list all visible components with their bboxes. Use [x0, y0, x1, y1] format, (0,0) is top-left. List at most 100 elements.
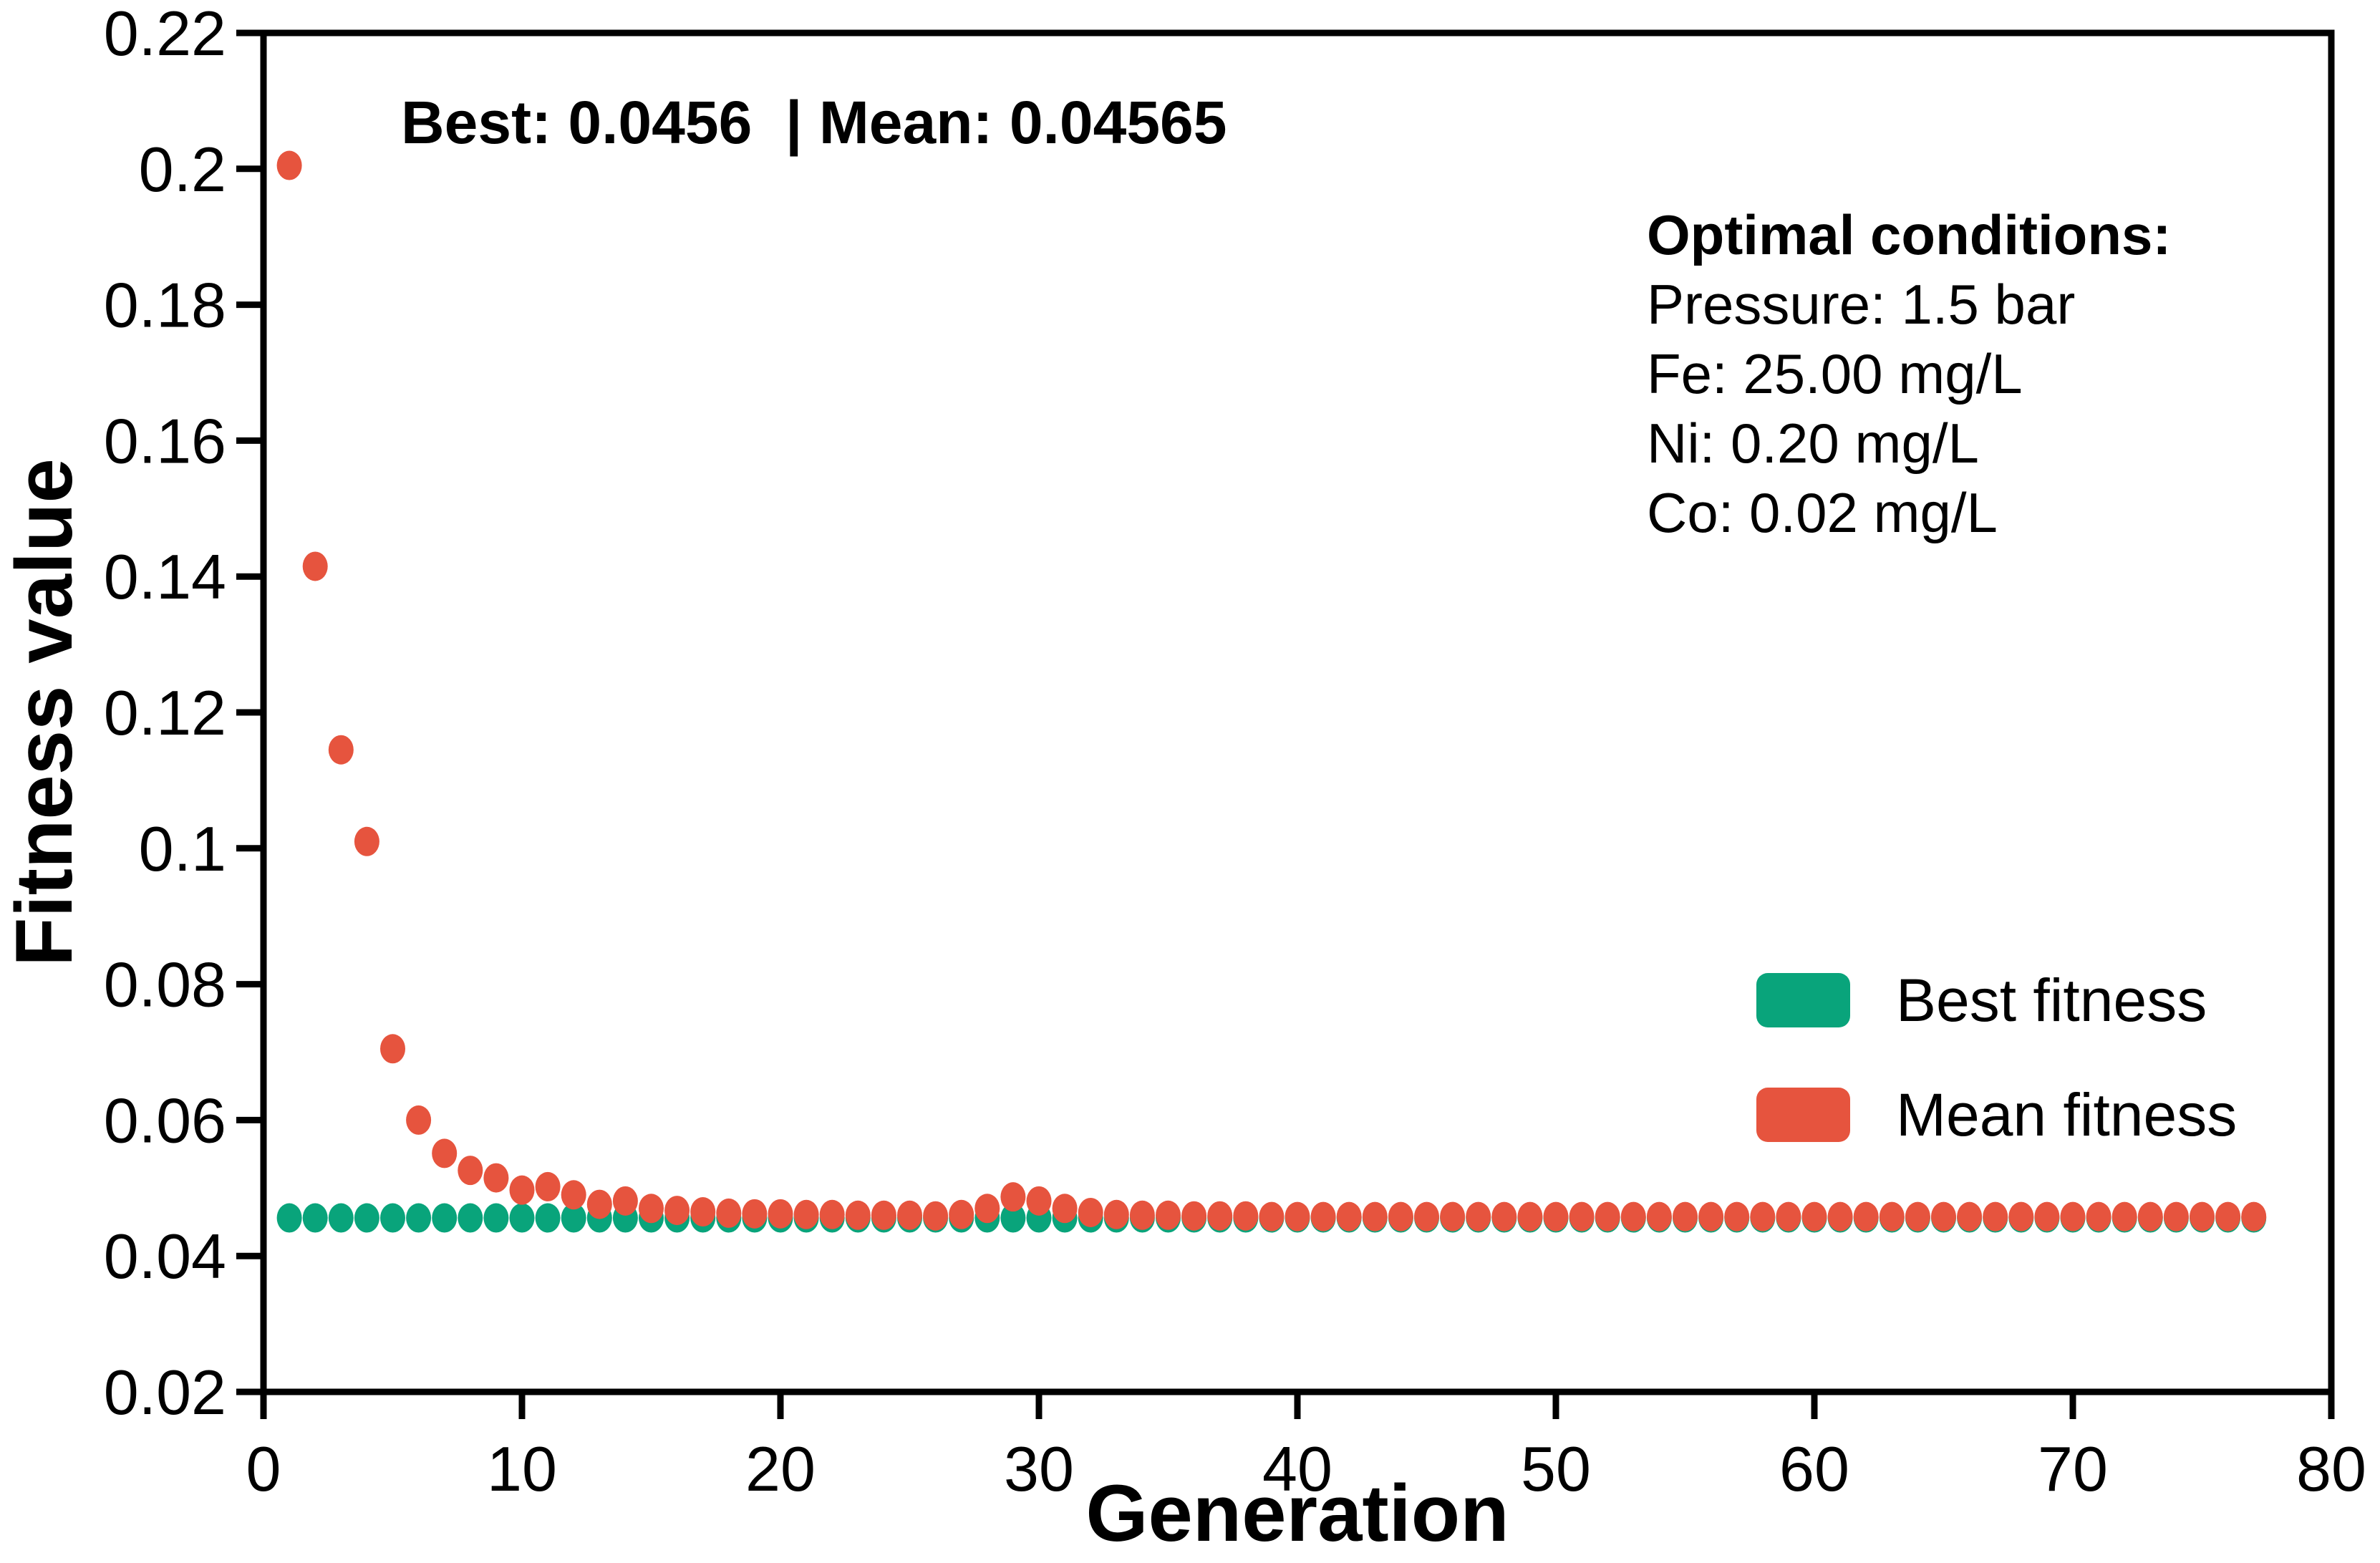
y-tick-label: 0.2 — [139, 134, 226, 205]
data-point-mean-fitness — [1052, 1194, 1078, 1224]
data-point-mean-fitness — [1466, 1201, 1491, 1231]
data-point-mean-fitness — [1078, 1197, 1103, 1227]
data-point-best-fitness — [406, 1203, 432, 1233]
data-point-mean-fitness — [793, 1199, 819, 1229]
data-point-mean-fitness — [2190, 1201, 2215, 1231]
data-point-mean-fitness — [406, 1105, 432, 1135]
x-tick-label: 50 — [1521, 1433, 1591, 1504]
data-point-mean-fitness — [1931, 1201, 1956, 1231]
data-point-mean-fitness — [1595, 1201, 1620, 1231]
data-point-mean-fitness — [1440, 1201, 1466, 1231]
y-tick-label: 0.16 — [104, 405, 226, 476]
data-point-mean-fitness — [1026, 1186, 1052, 1216]
data-point-best-fitness — [509, 1203, 535, 1233]
y-tick-label: 0.14 — [104, 541, 226, 612]
data-point-mean-fitness — [768, 1199, 793, 1229]
data-point-mean-fitness — [1336, 1201, 1362, 1231]
data-point-mean-fitness — [2086, 1201, 2111, 1231]
x-tick-label: 40 — [1262, 1433, 1332, 1504]
data-point-best-fitness — [535, 1203, 561, 1233]
data-point-mean-fitness — [664, 1196, 690, 1226]
data-point-mean-fitness — [2163, 1201, 2189, 1231]
data-point-best-fitness — [302, 1203, 328, 1233]
data-point-mean-fitness — [586, 1189, 612, 1219]
data-point-mean-fitness — [1129, 1200, 1155, 1230]
optimal-conditions-box: Optimal conditions: Pressure: 1.5 bar Fe… — [1647, 203, 2171, 544]
data-point-best-fitness — [458, 1203, 483, 1233]
y-tick-label: 0.02 — [104, 1357, 226, 1428]
data-point-best-fitness — [328, 1203, 354, 1233]
series-mean-fitness — [276, 150, 2267, 1231]
data-point-mean-fitness — [2137, 1201, 2163, 1231]
data-point-mean-fitness — [897, 1200, 922, 1230]
data-point-mean-fitness — [690, 1197, 716, 1227]
y-tick-label: 0.08 — [104, 949, 226, 1020]
optimal-conditions-ni: Ni: 0.20 mg/L — [1647, 412, 1979, 475]
optimal-conditions-co: Co: 0.02 mg/L — [1647, 481, 1998, 544]
y-tick-label: 0.22 — [104, 0, 226, 69]
data-point-mean-fitness — [1853, 1201, 1879, 1231]
data-point-mean-fitness — [2034, 1201, 2060, 1231]
data-point-best-fitness — [561, 1203, 586, 1233]
data-point-mean-fitness — [2241, 1201, 2267, 1231]
data-point-mean-fitness — [2060, 1201, 2086, 1231]
data-point-mean-fitness — [1414, 1201, 1439, 1231]
data-point-mean-fitness — [302, 551, 328, 581]
data-point-mean-fitness — [1103, 1199, 1129, 1229]
data-point-best-fitness — [1000, 1203, 1026, 1233]
y-tick-label: 0.04 — [104, 1221, 226, 1292]
optimal-conditions-fe: Fe: 25.00 mg/L — [1647, 342, 2023, 405]
data-point-mean-fitness — [1905, 1201, 1930, 1231]
data-point-mean-fitness — [561, 1180, 586, 1210]
data-point-mean-fitness — [1698, 1201, 1724, 1231]
data-point-mean-fitness — [1724, 1201, 1750, 1231]
data-point-mean-fitness — [1181, 1201, 1207, 1231]
data-point-mean-fitness — [1673, 1201, 1698, 1231]
data-point-mean-fitness — [354, 826, 379, 856]
data-point-mean-fitness — [432, 1138, 458, 1168]
data-point-mean-fitness — [458, 1156, 483, 1186]
data-point-mean-fitness — [1750, 1201, 1776, 1231]
legend-label-best: Best fitness — [1896, 967, 2207, 1034]
data-point-mean-fitness — [1310, 1201, 1336, 1231]
data-point-mean-fitness — [1543, 1201, 1569, 1231]
series — [276, 150, 2267, 1233]
data-point-mean-fitness — [845, 1200, 871, 1230]
data-point-mean-fitness — [1646, 1201, 1672, 1231]
data-point-mean-fitness — [1207, 1201, 1233, 1231]
legend-swatch-mean — [1756, 1088, 1850, 1142]
optimal-conditions-pressure: Pressure: 1.5 bar — [1647, 273, 2075, 336]
y-tick-label: 0.06 — [104, 1085, 226, 1156]
data-point-best-fitness — [276, 1203, 302, 1233]
y-tick-label: 0.12 — [104, 677, 226, 748]
data-point-mean-fitness — [742, 1199, 768, 1229]
data-point-mean-fitness — [1517, 1201, 1543, 1231]
data-point-mean-fitness — [380, 1034, 405, 1064]
data-point-mean-fitness — [483, 1163, 509, 1193]
data-point-mean-fitness — [871, 1200, 896, 1230]
data-point-mean-fitness — [819, 1199, 845, 1229]
y-tick-label: 0.18 — [104, 270, 226, 341]
data-point-mean-fitness — [1801, 1201, 1827, 1231]
data-point-mean-fitness — [1957, 1201, 1983, 1231]
best-mean-annotation: Best: 0.0456 | Mean: 0.04565 — [401, 89, 1227, 157]
data-point-mean-fitness — [1620, 1201, 1646, 1231]
x-tick-label: 20 — [745, 1433, 816, 1504]
data-point-mean-fitness — [1569, 1201, 1595, 1231]
data-point-mean-fitness — [535, 1171, 561, 1201]
x-axis-title: Generation — [1085, 1468, 1509, 1558]
legend: Best fitness Mean fitness — [1756, 967, 2237, 1148]
data-point-mean-fitness — [1776, 1201, 1801, 1231]
data-point-mean-fitness — [276, 150, 302, 180]
data-point-mean-fitness — [923, 1201, 949, 1231]
y-axis-title: Fitness value — [0, 458, 89, 967]
x-tick-label: 10 — [487, 1433, 557, 1504]
data-point-mean-fitness — [716, 1198, 742, 1228]
y-tick-label: 0.1 — [139, 813, 226, 884]
x-tick-label: 60 — [1779, 1433, 1849, 1504]
data-point-best-fitness — [354, 1203, 379, 1233]
data-point-best-fitness — [432, 1203, 458, 1233]
axes: 0.02 0.04 0.06 0.08 0.1 0.12 0.14 0.16 0.18 0.2 0.… — [104, 0, 2366, 1504]
